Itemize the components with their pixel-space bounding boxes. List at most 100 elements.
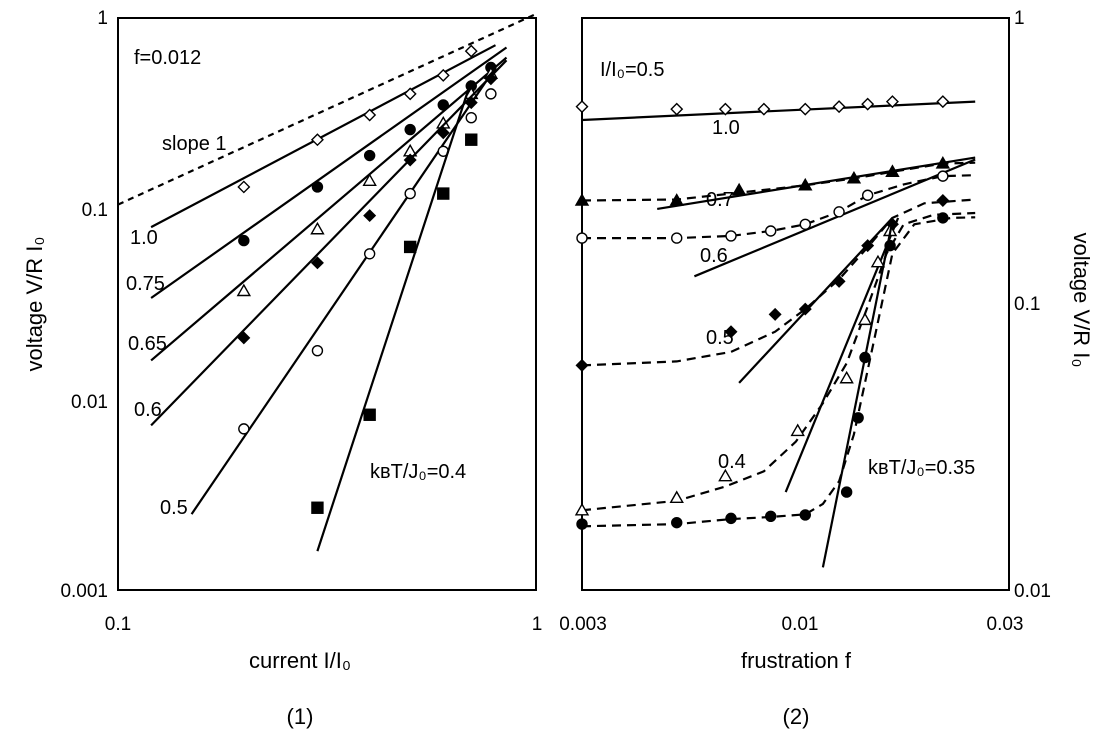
panel2-series-4-fit-line	[784, 217, 900, 493]
panel1-ytick-1: 1	[97, 8, 108, 29]
panel2-series-1-point-0	[574, 193, 590, 206]
panel1-series-3-point-4	[436, 126, 450, 140]
panel1-xtick-0.1: 0.1	[105, 614, 131, 635]
panel2-series-3-point-1	[724, 325, 738, 339]
panel1-series-5-point-1	[363, 408, 376, 421]
panel2-xtick-0.003: 0.003	[559, 614, 607, 635]
panel2-series-3-point-2	[768, 307, 782, 321]
panel2-label: (2)	[783, 704, 810, 729]
panel2-series-5-point-6	[852, 412, 864, 424]
panel2-series-3-point-5	[861, 239, 875, 253]
panel2-series-0-point-3	[757, 102, 771, 116]
panel1-series-4-point-6	[485, 88, 497, 100]
panel1-series-3-point-2	[363, 209, 377, 223]
panel2-series-4-point-3	[790, 423, 805, 437]
panel2-series-4-point-0	[574, 502, 590, 516]
panel2-series-2-point-4	[799, 218, 811, 230]
panel1-series-5-point-3	[437, 187, 450, 200]
panel2-series-1-point-4	[846, 170, 862, 184]
panel1-series-3-fit-line	[150, 59, 508, 427]
panel2-series-5-point-0	[576, 518, 588, 530]
panel1-ytick-0.01: 0.01	[71, 392, 108, 413]
panel1-series-label-0.75: 0.75	[126, 273, 165, 295]
panel1-series-label-0.5: 0.5	[160, 497, 188, 519]
panel1-xtick-1: 1	[532, 614, 543, 635]
panel2-series-5-point-5	[840, 486, 853, 498]
panel2-ytick-0.1: 0.1	[1014, 294, 1040, 315]
panel2-series-label-0.4: 0.4	[718, 451, 746, 473]
panel1-series-label-0.65: 0.65	[128, 333, 167, 355]
panel2-series-4-point-2	[718, 468, 733, 482]
panel2-series-1-point-5	[885, 164, 900, 177]
panel2-series-0-point-1	[670, 102, 684, 116]
panel1-series-1-point-2	[363, 149, 376, 162]
panel1-series-1-point-0	[238, 234, 250, 247]
panel2-i-annotation: I/I₀=0.5	[600, 59, 664, 81]
panel1-series-5-point-0	[311, 501, 324, 514]
panel2-series-3-point-4	[832, 274, 846, 288]
panel2-series-5-point-4	[799, 509, 811, 521]
panel1-frame	[117, 17, 537, 591]
panel2-series-1-point-2	[731, 182, 747, 196]
panel2-series-5-point-8	[884, 239, 896, 252]
panel2-ytick-1: 1	[1014, 8, 1025, 29]
panel2-series-0-point-4	[798, 102, 812, 116]
panel1-series-0-point-2	[363, 108, 377, 122]
panel2-ytick-0.01: 0.01	[1014, 581, 1051, 602]
panel1-plot-area	[117, 12, 537, 552]
panel1-series-5-fit-line	[316, 80, 473, 552]
panel1-series-1-point-1	[311, 181, 324, 193]
panel1-series-2-point-1	[310, 221, 325, 235]
panel2-ylabel: voltage V/R I₀	[1069, 232, 1093, 367]
panel2-series-2-fit-line	[693, 158, 976, 278]
panel1-series-0-point-4	[436, 68, 450, 82]
panel1-series-4-point-5	[465, 111, 477, 124]
panel1-series-1-point-3	[404, 123, 416, 136]
panel2-series-5-point-2	[725, 512, 737, 525]
panel2-series-5-point-7	[859, 351, 871, 364]
panel1-series-0-point-3	[403, 87, 417, 101]
panel2-series-0-point-8	[936, 95, 950, 109]
panel2-series-1-dashed-curve	[581, 161, 976, 202]
panel1-temp-annotation: kʙT/J₀=0.4	[370, 461, 466, 483]
panel1-f-annotation: f=0.012	[134, 47, 201, 69]
panel2-series-2-point-1	[671, 232, 683, 244]
panel2-series-5-point-1	[671, 516, 683, 529]
panel1-series-1-fit-line	[150, 46, 508, 299]
panel1-series-4-point-1	[311, 344, 324, 357]
panel2-series-5-fit-line	[821, 220, 894, 568]
panel1-series-3-point-6	[484, 72, 498, 86]
panel2-series-2-point-5	[833, 206, 845, 218]
panel1-series-2-point-2	[362, 173, 377, 187]
panel2-series-5-point-9	[937, 212, 949, 224]
panel2-series-0-point-7	[885, 95, 899, 109]
panel2-series-5-point-3	[765, 510, 777, 523]
panel2-series-3-point-7	[936, 194, 950, 208]
panel1-label: (1)	[287, 704, 314, 729]
panel1-series-3-point-3	[403, 153, 417, 167]
panel2-series-2-point-0	[576, 232, 588, 244]
panel2-series-2-point-6	[861, 189, 874, 201]
panel1-series-3-point-0	[237, 331, 251, 345]
panel2-series-label-1.0: 1.0	[712, 117, 740, 139]
panel1-series-1-point-4	[437, 99, 449, 111]
panel2-series-0-point-0	[575, 100, 589, 114]
panel2-series-1-point-3	[798, 177, 813, 191]
panel1-series-4-point-0	[238, 423, 250, 435]
panel2-series-2-point-2	[725, 230, 737, 242]
panel2-series-2-point-7	[937, 170, 949, 182]
panel2-series-0-point-5	[832, 100, 846, 114]
panel2-series-label-0.7: 0.7	[706, 189, 734, 211]
panel1-series-4-point-2	[363, 248, 376, 260]
panel1-series-2-fit-line	[150, 56, 508, 362]
panel2-series-5-dashed-curve	[581, 216, 976, 528]
panel1-series-2-point-0	[236, 283, 252, 297]
panel2-series-4-point-6	[870, 254, 886, 268]
panel1-series-5-point-4	[465, 133, 478, 146]
panel1-series-0-point-5	[464, 44, 478, 58]
panel2-series-1-point-6	[935, 156, 951, 169]
panel1-xlabel: current I/I₀	[249, 648, 351, 673]
panel1-series-3-point-1	[310, 256, 324, 270]
panel1-series-label-0.6: 0.6	[134, 399, 162, 421]
